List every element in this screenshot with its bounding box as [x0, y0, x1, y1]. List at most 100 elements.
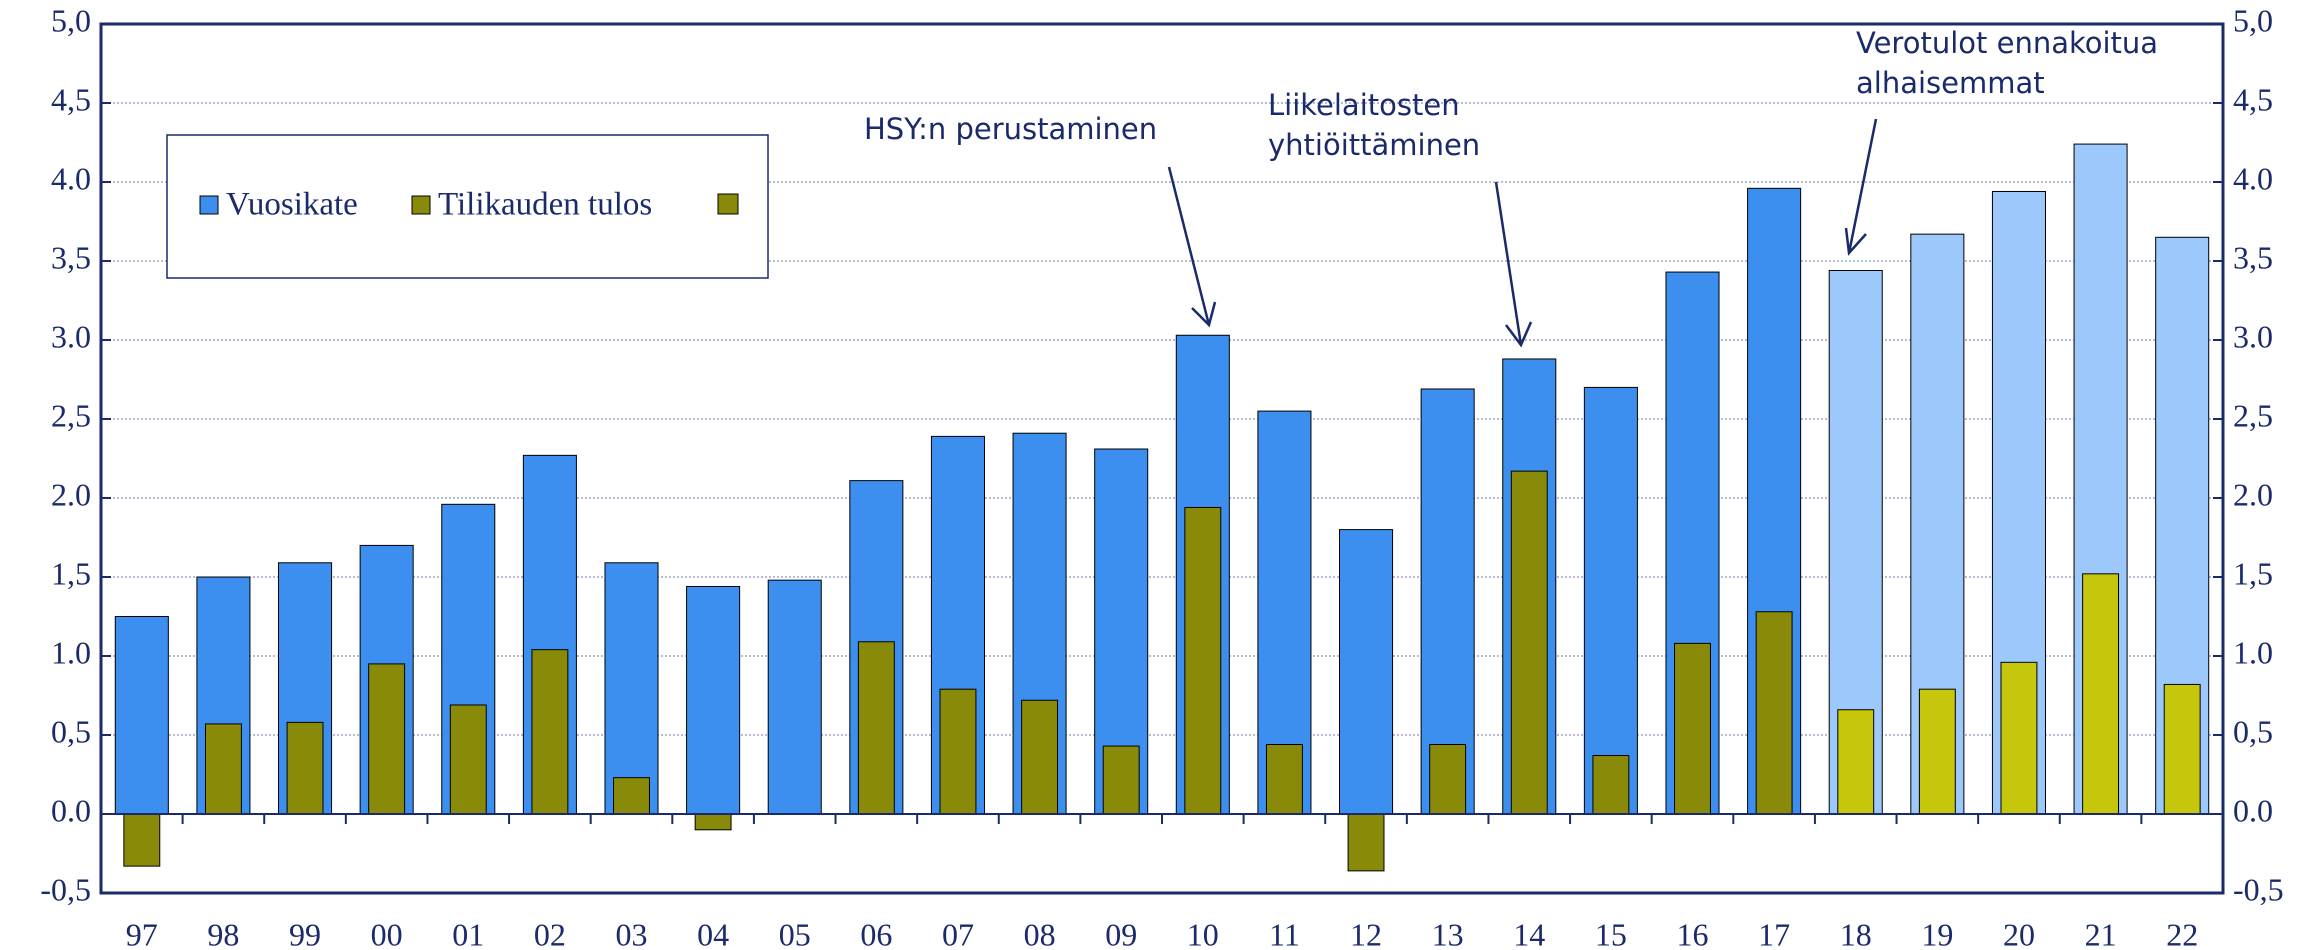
plot-frame — [99, 22, 2225, 895]
y-tick-label: 5,0 — [51, 2, 91, 38]
bar — [1674, 642, 1711, 815]
bar — [531, 649, 569, 815]
x-tick-label: 20 — [2003, 916, 2035, 950]
x-tick-label: 03 — [616, 916, 648, 950]
x-tick-label: 18 — [1840, 916, 1872, 950]
y-tick-label: 0,5 — [51, 713, 91, 749]
y2-tick-label: 3,5 — [2233, 239, 2273, 275]
x-tick-label: 00 — [371, 916, 403, 950]
legend-box — [166, 134, 769, 279]
y2-tick-label: 4.0 — [2233, 160, 2273, 196]
arrow — [1494, 181, 1533, 348]
x-tick-label: 01 — [452, 916, 484, 950]
x-tick-label: 14 — [1513, 916, 1545, 950]
y2-tick-label: 2.0 — [2233, 476, 2273, 512]
x-tick-label: 98 — [207, 916, 239, 950]
y-tick-label: 4.0 — [51, 160, 91, 196]
legend-swatch — [717, 193, 739, 215]
y-tick-label: 3.0 — [51, 318, 91, 354]
bar — [767, 579, 822, 815]
bar — [286, 721, 324, 815]
x-tick-label: 09 — [1105, 916, 1137, 950]
annotation: HSY:n perustaminen — [864, 112, 1157, 146]
bar — [604, 562, 659, 815]
y2-tick-label: 2,5 — [2233, 397, 2273, 433]
y-tick-label: 0.0 — [51, 792, 91, 828]
bar — [1265, 743, 1303, 815]
bar — [368, 663, 406, 815]
y-tick-label: 1.0 — [51, 634, 91, 670]
bar — [857, 641, 895, 815]
y2-tick-label: 0.0 — [2233, 792, 2273, 828]
legend-swatch — [411, 195, 431, 215]
bar — [1339, 529, 1394, 815]
annotation: yhtiöittäminen — [1268, 128, 1480, 162]
arrow — [1167, 166, 1217, 328]
x-tick-label: 19 — [1921, 916, 1953, 950]
legend-swatch — [199, 195, 219, 215]
x-tick-label: 16 — [1677, 916, 1709, 950]
bar — [2082, 573, 2120, 815]
y2-tick-label: -0,5 — [2233, 871, 2284, 907]
bar — [694, 813, 732, 831]
x-tick-label: 15 — [1595, 916, 1627, 950]
x-tick-label: 21 — [2085, 916, 2117, 950]
y-tick-label: 2.0 — [51, 476, 91, 512]
bar — [1837, 709, 1875, 815]
x-tick-label: 11 — [1269, 916, 1300, 950]
x-tick-label: 10 — [1187, 916, 1219, 950]
bar — [1102, 745, 1140, 815]
bar — [1755, 611, 1793, 815]
bar — [123, 813, 161, 867]
x-tick-label: 07 — [942, 916, 974, 950]
y-tick-label: 4,5 — [51, 81, 91, 117]
x-tick-label: 99 — [289, 916, 321, 950]
bar — [1510, 470, 1548, 815]
x-tick-label: 12 — [1350, 916, 1382, 950]
bar — [1918, 688, 1956, 815]
x-tick-label: 22 — [2166, 916, 2198, 950]
bar — [1021, 699, 1059, 815]
y2-tick-label: 5,0 — [2233, 2, 2273, 38]
bar — [1420, 388, 1475, 815]
y-tick-label: 3,5 — [51, 239, 91, 275]
y-tick-label: 1,5 — [51, 555, 91, 591]
legend-label: Vuosikate — [226, 187, 358, 223]
bar — [1184, 506, 1222, 815]
bar — [939, 688, 977, 815]
bar — [613, 777, 650, 815]
bar — [114, 616, 169, 815]
labels: -0,5 -0,5 0.0 0.0 0,5 0,5 1.0 1.0 1,5 1,5 2.0 2.0 2,… — [40, 2, 2283, 950]
bar — [2000, 661, 2038, 815]
x-tick-label: 06 — [860, 916, 892, 950]
annotation: Liikelaitosten — [1268, 88, 1460, 122]
bar — [1429, 743, 1467, 815]
bar — [1583, 386, 1638, 815]
legend-label: Tilikauden tulos — [438, 187, 652, 223]
bar — [449, 704, 487, 815]
y-tick-label: -0,5 — [40, 871, 91, 907]
x-tick-label: 05 — [779, 916, 811, 950]
arrow — [1844, 118, 1878, 256]
y2-tick-label: 1,5 — [2233, 555, 2273, 591]
x-tick-label: 97 — [126, 916, 158, 950]
y2-tick-label: 1.0 — [2233, 634, 2273, 670]
y2-tick-label: 0,5 — [2233, 713, 2273, 749]
y2-tick-label: 3.0 — [2233, 318, 2273, 354]
annotation: Verotulot ennakoitua — [1856, 26, 2158, 60]
x-tick-label: 08 — [1024, 916, 1056, 950]
bar — [1347, 813, 1385, 872]
bar — [1592, 755, 1630, 815]
bars — [114, 143, 2210, 872]
y-tick-label: 2,5 — [51, 397, 91, 433]
bar — [204, 723, 242, 815]
bar — [2163, 683, 2201, 815]
annotation: alhaisemmat — [1856, 66, 2045, 100]
x-tick-label: 04 — [697, 916, 729, 950]
x-tick-label: 13 — [1432, 916, 1464, 950]
x-tick-label: 17 — [1758, 916, 1790, 950]
bar — [686, 585, 741, 815]
annotation-arrows — [1167, 118, 1878, 348]
y2-tick-label: 4,5 — [2233, 81, 2273, 117]
